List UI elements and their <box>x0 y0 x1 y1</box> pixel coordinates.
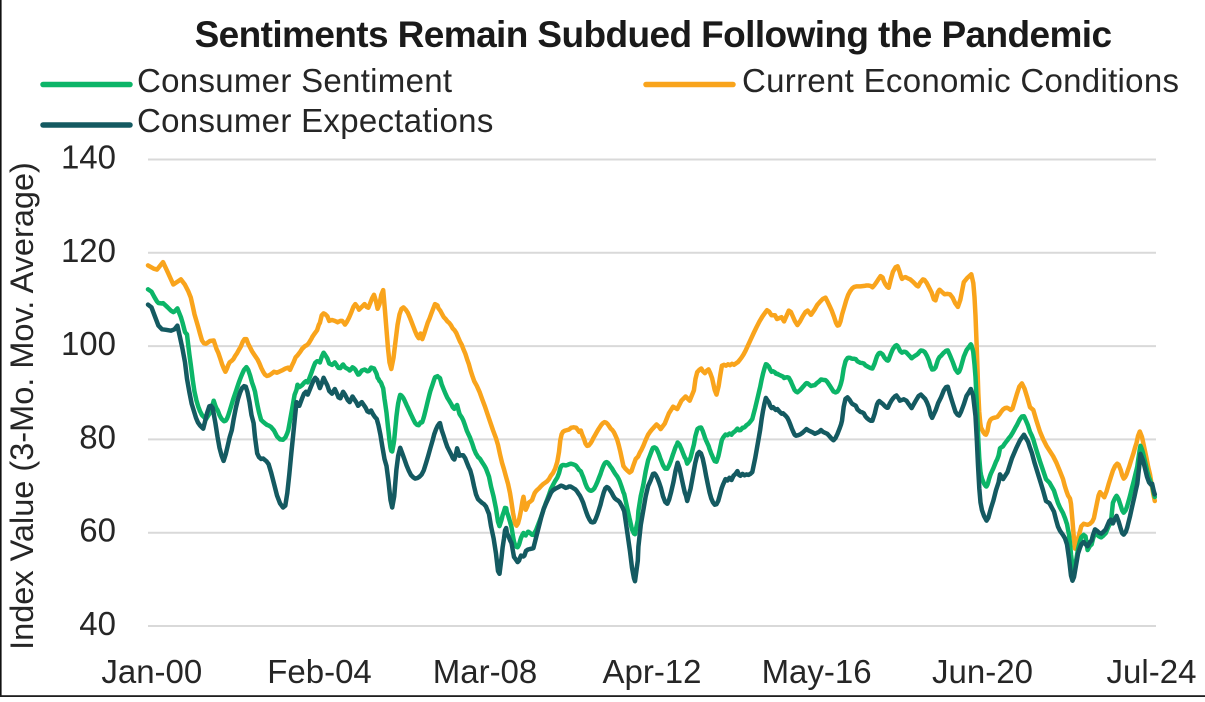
svg-text:Consumer Expectations: Consumer Expectations <box>137 102 494 139</box>
svg-text:Index Value (3-Mo. Mov. Averag: Index Value (3-Mo. Mov. Average) <box>4 162 40 650</box>
svg-text:Feb-04: Feb-04 <box>267 653 372 690</box>
svg-text:100: 100 <box>61 325 116 362</box>
svg-text:60: 60 <box>79 512 116 549</box>
svg-text:Apr-12: Apr-12 <box>602 653 701 690</box>
svg-text:140: 140 <box>61 139 116 176</box>
svg-text:40: 40 <box>79 605 116 642</box>
svg-text:80: 80 <box>79 418 116 455</box>
svg-text:Jun-20: Jun-20 <box>932 653 1033 690</box>
svg-text:Sentiments Remain Subdued Foll: Sentiments Remain Subdued Following the … <box>195 14 1112 55</box>
svg-text:Jul-24: Jul-24 <box>1107 653 1197 690</box>
svg-text:120: 120 <box>61 232 116 269</box>
svg-text:Current Economic Conditions: Current Economic Conditions <box>742 62 1179 99</box>
svg-text:Jan-00: Jan-00 <box>101 653 202 690</box>
svg-text:Mar-08: Mar-08 <box>433 653 538 690</box>
svg-text:May-16: May-16 <box>762 653 872 690</box>
svg-text:Consumer Sentiment: Consumer Sentiment <box>137 62 452 99</box>
